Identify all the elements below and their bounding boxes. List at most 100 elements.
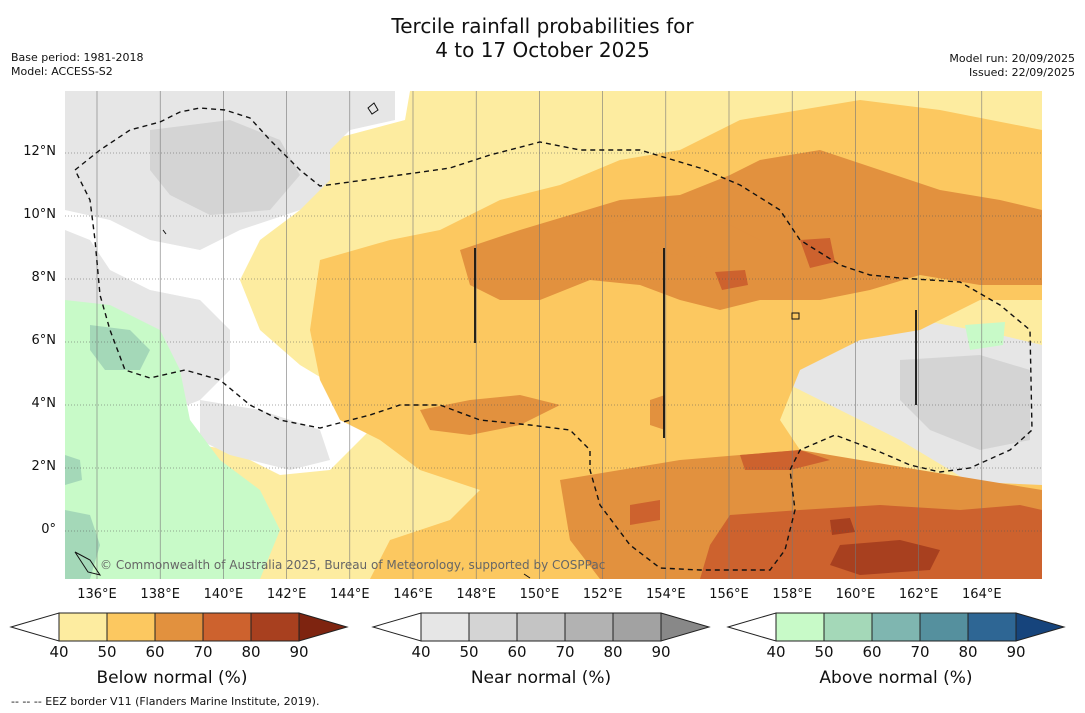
title-line-1: Tercile rainfall probabilities for [391,14,694,38]
longitude-label: 148°E [456,587,496,602]
below-normal-60-70-small [650,395,665,430]
colorbar-segment [154,612,204,642]
colorbar-tick-label: 40 [766,643,786,661]
colorbar-segment [871,612,921,642]
below-normal-70-80-south [700,505,1042,579]
longitude-label: 138°E [140,587,180,602]
islands [74,102,800,579]
longitude-label: 156°E [709,587,749,602]
colorbar-segment [58,612,108,642]
probability-map [65,91,1042,579]
colorbar-segment [823,612,873,642]
below-normal-80-90 [830,540,940,575]
model-run: Model run: 20/09/2025 [949,52,1075,65]
colorbar-segment [612,612,662,642]
colorbar-title: Below normal (%) [96,668,248,688]
longitude-label: 154°E [646,587,686,602]
colorbar-segment [468,612,518,642]
latitude-label: 4°N [31,396,57,411]
longitude-label: 150°E [519,587,560,602]
colorbar-tick-label: 70 [910,643,930,661]
colorbar-segment [106,612,156,642]
island-mark [162,229,167,235]
below-normal-70-80-small [715,270,748,290]
colorbar-segment [967,612,1017,642]
colorbar-tick-label: 80 [603,643,623,661]
colorbar-tick-label: 40 [49,643,69,661]
title-line-2: 4 to 17 October 2025 [435,38,650,62]
colorbar-low-extension [371,612,422,642]
longitude-label: 162°E [898,587,939,602]
above-normal-east-patch [965,322,1005,350]
island-chains [474,248,917,438]
longitude-label: 136°E [77,587,117,602]
near-normal-northwest-core [150,120,300,215]
colorbar-tick-label: 50 [814,643,834,661]
colorbar-tick-label: 80 [958,643,978,661]
below-normal-band [600,215,760,260]
longitude-label: 140°E [203,587,244,602]
colorbar-segment [202,612,252,642]
eez-border [74,107,1033,571]
longitude-label: 164°E [962,587,1002,602]
island-mark [791,312,800,320]
colorbar-tick-label: 50 [97,643,117,661]
colorbar-high-extension [1015,612,1066,642]
chart-title: Tercile rainfall probabilities for 4 to … [0,14,1085,62]
model-name: Model: ACCESS-S2 [11,65,113,78]
base-period: Base period: 1981-2018 [11,51,144,64]
colorbar-tick-label: 90 [289,643,309,661]
colorbar-tick-label: 80 [241,643,261,661]
copyright-notice: © Commonwealth of Australia 2025, Bureau… [100,558,606,572]
colorbar-tick-label: 60 [145,643,165,661]
above-normal-west-small [65,455,82,485]
colorbar-title: Above normal (%) [819,668,973,688]
latitude-label: 12°N [23,144,56,159]
colorbar-tick-label: 90 [651,643,671,661]
colorbar-segment [919,612,969,642]
colorbar-high-extension [298,612,349,642]
colorbar-title: Near normal (%) [470,668,612,688]
longitude-label: 160°E [835,587,876,602]
near-normal-east-core [900,355,1030,450]
longitude-label: 146°E [393,587,433,602]
footnote: -- -- -- EEZ border V11 (Flanders Marine… [11,695,320,708]
meta-left: Base period: 1981-2018 Model: ACCESS-S2 [11,51,143,79]
below-normal-70-80-north [800,238,835,268]
colorbar-tick-label: 60 [507,643,527,661]
below-normal-70-80-south-north [740,450,830,470]
colorbar-segment [420,612,470,642]
colorbar-tick-label: 40 [411,643,431,661]
latitude-label: 2°N [31,459,57,474]
longitude-label: 158°E [772,587,812,602]
colorbar-tick-label: 60 [862,643,882,661]
island-mark [367,102,379,115]
colorbar-low-extension [726,612,777,642]
latitude-label: 0° [41,522,56,537]
colorbar-low-extension [9,612,60,642]
near-normal-southwest [200,400,330,470]
island-mark [523,573,531,579]
colorbars [9,612,1066,642]
longitude-label: 142°E [266,587,307,602]
colorbar-tick-label: 70 [193,643,213,661]
longitude-label: 144°E [330,587,370,602]
colorbar-segment [516,612,566,642]
colorbar-tick-label: 90 [1006,643,1026,661]
issued-date: Issued: 22/09/2025 [968,66,1075,79]
latitude-label: 10°N [23,207,56,222]
colorbar-segment [250,612,300,642]
meta-right: Model run: 20/09/2025 Issued: 22/09/2025 [949,52,1075,80]
colorbar-tick-label: 50 [459,643,479,661]
below-normal-70-80-south-small [630,500,660,525]
above-normal-west-core [90,325,150,370]
colorbar-segment [775,612,825,642]
colorbar-segment [564,612,614,642]
gridlines [65,91,1042,579]
longitude-label: 152°E [582,587,623,602]
latitude-label: 8°N [31,270,57,285]
colorbar-tick-label: 70 [555,643,575,661]
latitude-label: 6°N [31,333,57,348]
below-normal-60-70-north [460,150,1042,310]
